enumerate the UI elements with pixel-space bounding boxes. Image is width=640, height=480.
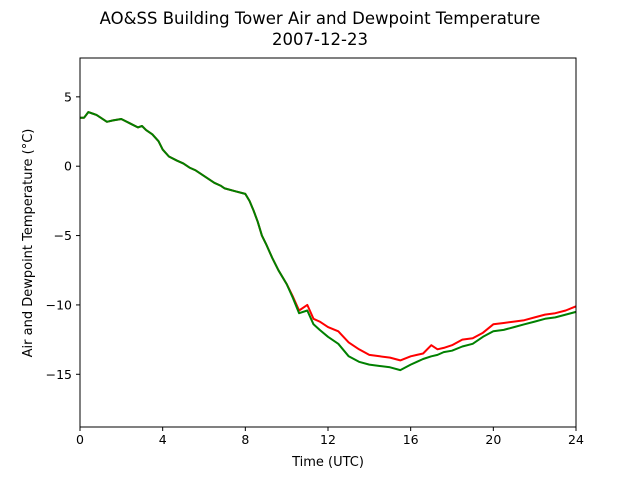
y-axis-label: Air and Dewpoint Temperature (°C) xyxy=(21,129,36,358)
x-tick-label: 20 xyxy=(485,432,501,447)
plot-area: 0 4 8 12 16 20 24 5 0 −5 −10 −15 xyxy=(46,57,584,447)
x-tick-label: 12 xyxy=(320,432,336,447)
x-tick-label: 4 xyxy=(159,432,167,447)
x-axis-label: Time (UTC) xyxy=(291,455,364,470)
y-tick-label: 5 xyxy=(64,89,72,104)
series-line-2 xyxy=(80,111,577,372)
x-tick-label: 0 xyxy=(76,432,84,447)
chart-subtitle: 2007-12-23 xyxy=(272,30,368,49)
y-tick-label: 0 xyxy=(64,159,72,174)
y-tick-label: −10 xyxy=(46,297,72,312)
y-tick-label: −15 xyxy=(46,367,72,382)
x-tick-label: 24 xyxy=(568,432,584,447)
x-tick-label: 8 xyxy=(241,432,249,447)
x-tick-label: 16 xyxy=(403,432,419,447)
chart-title: AO&SS Building Tower Air and Dewpoint Te… xyxy=(100,9,541,28)
y-tick-label: −5 xyxy=(54,228,72,243)
